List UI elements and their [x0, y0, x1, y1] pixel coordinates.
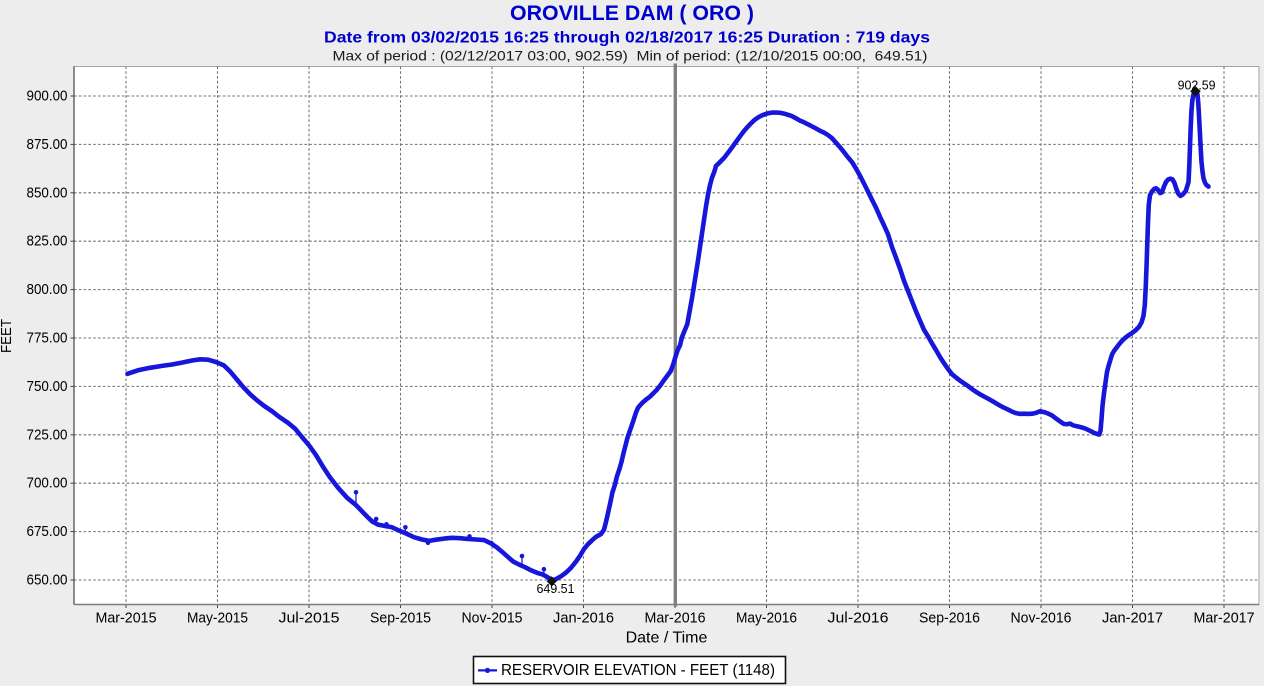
svg-text:Date from 03/02/2015 16:25 thr: Date from 03/02/2015 16:25 through 02/18… [324, 30, 930, 47]
svg-text:775.00: 775.00 [27, 330, 68, 347]
svg-text:800.00: 800.00 [27, 281, 68, 298]
svg-text:900.00: 900.00 [27, 88, 68, 105]
svg-text:875.00: 875.00 [27, 136, 68, 153]
svg-text:850.00: 850.00 [27, 184, 68, 201]
svg-text:Sep-2016: Sep-2016 [919, 610, 980, 627]
svg-text:902.59: 902.59 [1178, 78, 1216, 93]
svg-text:750.00: 750.00 [27, 378, 68, 395]
svg-text:700.00: 700.00 [27, 475, 68, 492]
svg-text:May-2015: May-2015 [187, 610, 248, 627]
svg-text:725.00: 725.00 [27, 426, 68, 443]
svg-text:Mar-2015: Mar-2015 [96, 610, 157, 627]
svg-text:649.51: 649.51 [537, 581, 575, 596]
svg-text:Mar-2016: Mar-2016 [645, 610, 706, 627]
svg-text:Date / Time: Date / Time [626, 630, 708, 647]
svg-text:825.00: 825.00 [27, 233, 68, 250]
svg-text:Jul-2015: Jul-2015 [279, 610, 340, 627]
svg-text:Max of period : (02/12/2017 03: Max of period : (02/12/2017 03:00, 902.5… [333, 48, 928, 64]
svg-text:650.00: 650.00 [27, 572, 68, 589]
svg-text:FEET: FEET [0, 319, 15, 353]
svg-text:Sep-2015: Sep-2015 [370, 610, 431, 627]
svg-text:Mar-2017: Mar-2017 [1194, 610, 1255, 627]
svg-text:Nov-2016: Nov-2016 [1011, 610, 1072, 627]
svg-text:OROVILLE DAM ( ORO ): OROVILLE DAM ( ORO ) [510, 2, 754, 25]
svg-text:Jul-2016: Jul-2016 [828, 610, 889, 627]
svg-text:Nov-2015: Nov-2015 [462, 610, 523, 627]
svg-text:675.00: 675.00 [27, 523, 68, 540]
svg-text:Jan-2016: Jan-2016 [553, 610, 614, 627]
svg-text:RESERVOIR ELEVATION - FEET (11: RESERVOIR ELEVATION - FEET (1148) [501, 662, 775, 679]
svg-text:Jan-2017: Jan-2017 [1102, 610, 1163, 627]
svg-text:May-2016: May-2016 [736, 610, 797, 627]
